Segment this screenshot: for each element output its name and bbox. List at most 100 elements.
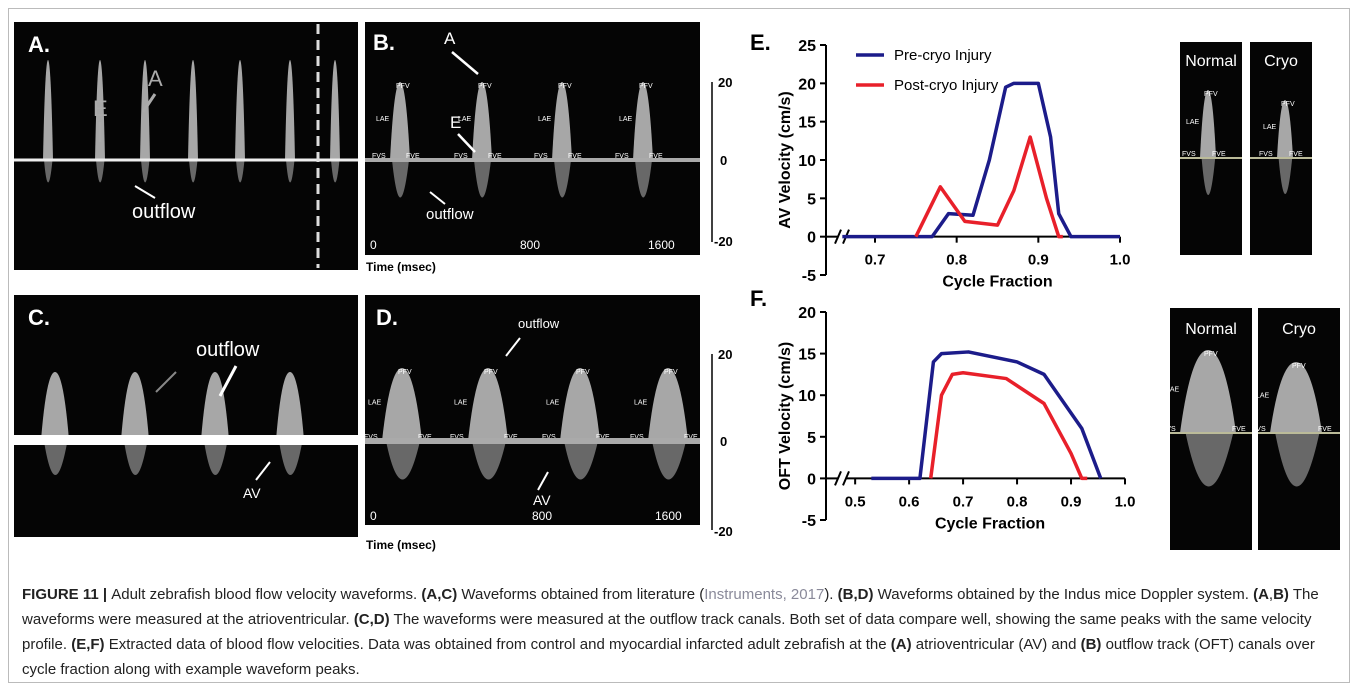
caption-text: (C,D) xyxy=(353,611,390,628)
waveform-annotation: FVS xyxy=(542,434,556,441)
waveform xyxy=(648,368,688,441)
time-tick-label: 800 xyxy=(520,238,540,252)
waveform-annotation: LAE xyxy=(454,400,468,407)
waveform xyxy=(1278,158,1293,194)
caption-text: B) xyxy=(1273,586,1289,603)
waveform-annotation: PFV xyxy=(576,369,590,376)
waveform xyxy=(1277,100,1293,158)
waveform-annotation: FVE xyxy=(568,153,582,160)
caption-text: The waveforms were measured at the atrio… xyxy=(22,586,1319,628)
data-line xyxy=(842,81,1120,239)
waveform-annotation: PFV xyxy=(664,369,678,376)
y-axis-label: AV Velocity (cm/s) xyxy=(777,91,794,229)
waveform-annotation: PFV xyxy=(1204,91,1218,98)
waveform xyxy=(468,368,508,441)
y-tick-label: 10 xyxy=(798,153,816,170)
waveform xyxy=(390,82,410,160)
caption-text: (A) xyxy=(890,636,912,653)
waveform xyxy=(43,60,53,160)
waveform-annotation: FVS xyxy=(1252,426,1266,433)
time-tick-label: 0 xyxy=(370,238,377,252)
caption-text: (B) xyxy=(1080,636,1102,653)
waveform-annotation: FVS xyxy=(454,153,468,160)
waveform xyxy=(141,160,150,183)
data-line xyxy=(928,370,1088,481)
caption-text: ). xyxy=(824,586,838,603)
arrow xyxy=(537,471,549,491)
waveform xyxy=(285,60,295,160)
caption-text: Adult zebrafish blood flow velocity wave… xyxy=(111,586,422,603)
x-tick-label: 0.6 xyxy=(899,493,920,510)
waveform xyxy=(472,441,506,480)
doppler-image xyxy=(14,22,358,270)
arrow xyxy=(255,461,271,481)
data-line xyxy=(871,350,1103,481)
waveform-annotation: LAE xyxy=(458,116,472,123)
waveform-annotation: FVE xyxy=(684,434,698,441)
y-tick-label: 15 xyxy=(798,347,816,364)
annotation: A xyxy=(444,29,456,48)
x-tick-label: 0.7 xyxy=(953,493,974,510)
waveform-annotation: LAE xyxy=(546,400,560,407)
arrow xyxy=(134,185,156,199)
panel-label: D. xyxy=(376,305,398,330)
waveform xyxy=(652,441,686,480)
data-line xyxy=(914,135,1063,239)
waveform-annotation: PFV xyxy=(398,369,412,376)
legend-label: Post-cryo Injury xyxy=(894,77,999,94)
x-tick-label: 0.8 xyxy=(1007,493,1028,510)
waveform-annotation: FVE xyxy=(406,153,420,160)
y-tick-label: 10 xyxy=(798,388,816,405)
y-tick-label: -5 xyxy=(802,268,816,285)
waveform xyxy=(189,160,198,183)
waveform-annotation: PFV xyxy=(1281,101,1295,108)
waveform xyxy=(235,60,245,160)
annotation: AV xyxy=(533,492,551,508)
caption-text: The waveforms were measured at the outfl… xyxy=(22,611,1312,653)
x-tick-label: 0.9 xyxy=(1061,493,1082,510)
waveform xyxy=(278,440,303,475)
waveform xyxy=(123,440,148,475)
waveform xyxy=(552,82,572,160)
waveform-annotation: FVE xyxy=(649,153,663,160)
y-tick-label: 25 xyxy=(798,38,816,55)
arrow xyxy=(141,93,157,113)
waveform xyxy=(1180,350,1236,433)
waveform-annotation: LAE xyxy=(619,116,633,123)
arrow xyxy=(155,371,177,393)
waveform-annotation: FVE xyxy=(1212,151,1226,158)
waveform xyxy=(201,372,229,440)
waveform xyxy=(564,441,598,480)
waveform-annotation: FVS xyxy=(534,153,548,160)
waveform xyxy=(1270,362,1322,433)
y-tick-label: 0 xyxy=(807,471,816,488)
caption-text: Waveforms obtained by the Indus mice Dop… xyxy=(873,586,1254,603)
thumbnail-label: Normal xyxy=(1185,321,1237,338)
waveform-annotation: LAE xyxy=(538,116,552,123)
x-tick-label: 0.9 xyxy=(1028,252,1049,269)
waveform-annotation: FVE xyxy=(1289,151,1303,158)
waveform-annotation: LAE xyxy=(1186,119,1200,126)
caption-text: , xyxy=(1268,586,1274,603)
velocity-tick-label: 20 xyxy=(718,347,732,362)
figure: PFV LAE FVS FVE PFV LAE FVS FVE PFV LAE FVS FVE PFV L… xyxy=(14,22,1340,552)
caption-text: atrioventricular (AV) and xyxy=(911,636,1081,653)
y-tick-label: 0 xyxy=(807,230,816,247)
time-tick-label: 0 xyxy=(370,509,377,523)
waveform-annotation: PFV xyxy=(558,83,572,90)
time-axis-label: Time (msec) xyxy=(366,538,436,552)
caption-text: FIGURE 11 | xyxy=(22,586,112,603)
caption-text: (B,D) xyxy=(837,586,874,603)
axis-break xyxy=(834,471,842,486)
waveform xyxy=(635,160,652,198)
velocity-tick-label: 0 xyxy=(720,153,727,168)
y-tick-label: 20 xyxy=(798,76,816,93)
arrow xyxy=(218,365,238,397)
velocity-tick-label: 20 xyxy=(718,75,732,90)
waveform xyxy=(554,160,571,198)
y-tick-label: 5 xyxy=(807,430,816,447)
y-tick-label: 15 xyxy=(798,115,816,132)
waveform-annotation: FVS xyxy=(1182,151,1196,158)
caption-text[interactable]: Instruments, 2017 xyxy=(704,586,825,603)
time-axis-label: Time (msec) xyxy=(366,260,436,274)
